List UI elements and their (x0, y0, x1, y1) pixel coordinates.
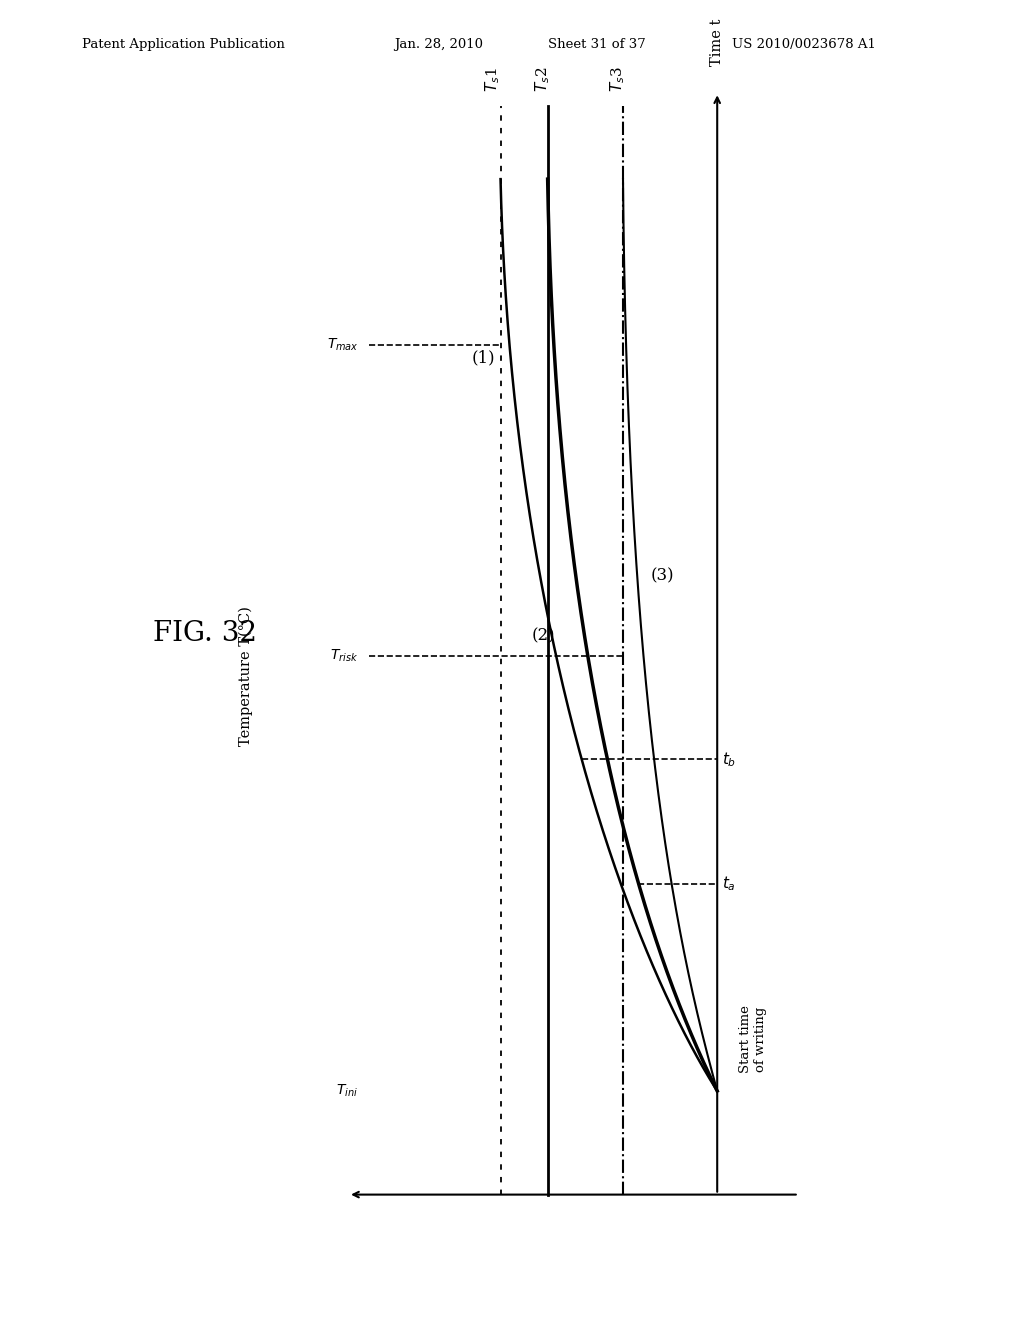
Text: Temperature T(°C): Temperature T(°C) (239, 607, 253, 746)
Text: $t_b$: $t_b$ (722, 750, 736, 768)
Text: Start time
of writing: Start time of writing (739, 1006, 767, 1073)
Text: $T_{max}$: $T_{max}$ (327, 337, 358, 354)
Text: $T_s$1: $T_s$1 (483, 67, 502, 92)
Text: FIG. 32: FIG. 32 (153, 620, 257, 647)
Text: (1): (1) (471, 350, 495, 366)
Text: (3): (3) (650, 568, 675, 585)
Text: $t_a$: $t_a$ (722, 874, 736, 894)
Text: US 2010/0023678 A1: US 2010/0023678 A1 (732, 37, 877, 50)
Text: Time t: Time t (711, 18, 724, 66)
Text: Patent Application Publication: Patent Application Publication (82, 37, 285, 50)
Text: $T_s$2: $T_s$2 (534, 67, 552, 92)
Text: (2): (2) (531, 627, 556, 644)
Text: $T_{ini}$: $T_{ini}$ (337, 1082, 358, 1100)
Text: $T_s$3: $T_s$3 (608, 66, 628, 92)
Text: Jan. 28, 2010: Jan. 28, 2010 (394, 37, 483, 50)
Text: Sheet 31 of 37: Sheet 31 of 37 (548, 37, 645, 50)
Text: $T_{risk}$: $T_{risk}$ (330, 648, 358, 664)
